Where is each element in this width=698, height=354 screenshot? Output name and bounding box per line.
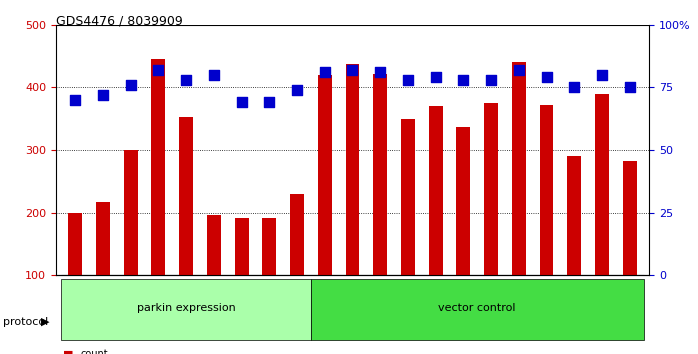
Point — [264, 99, 275, 105]
Bar — [623, 161, 637, 275]
Bar — [429, 106, 443, 275]
Text: vector control: vector control — [438, 303, 516, 313]
Point — [375, 69, 386, 75]
Point — [236, 99, 247, 105]
Bar — [96, 202, 110, 275]
Point — [513, 67, 524, 73]
Point — [458, 77, 469, 83]
FancyBboxPatch shape — [311, 279, 644, 340]
Bar — [512, 62, 526, 275]
Bar — [235, 218, 248, 275]
Point — [486, 77, 497, 83]
Point — [208, 72, 219, 78]
Bar — [595, 94, 609, 275]
Bar — [207, 215, 221, 275]
Bar — [567, 156, 581, 275]
Bar — [124, 150, 138, 275]
Bar — [179, 118, 193, 275]
Bar — [540, 105, 554, 275]
Text: parkin expression: parkin expression — [137, 303, 235, 313]
FancyBboxPatch shape — [61, 279, 311, 340]
Text: ▶: ▶ — [40, 317, 49, 327]
Text: ■: ■ — [63, 349, 73, 354]
Point — [319, 69, 330, 75]
Bar — [401, 119, 415, 275]
Point — [569, 85, 580, 90]
Point — [98, 92, 109, 98]
Point — [596, 72, 607, 78]
Point — [125, 82, 136, 88]
Point — [181, 77, 192, 83]
Bar — [68, 213, 82, 275]
Point — [402, 77, 413, 83]
Point — [624, 85, 635, 90]
Bar — [484, 103, 498, 275]
Bar — [318, 75, 332, 275]
Bar — [373, 74, 387, 275]
Bar — [290, 194, 304, 275]
Bar — [346, 64, 359, 275]
Bar — [262, 218, 276, 275]
Text: count: count — [80, 349, 108, 354]
Point — [430, 75, 441, 80]
Point — [70, 97, 81, 103]
Point — [292, 87, 303, 93]
Text: GDS4476 / 8039909: GDS4476 / 8039909 — [56, 14, 183, 27]
Point — [347, 67, 358, 73]
Bar — [151, 59, 165, 275]
Point — [541, 75, 552, 80]
Point — [153, 67, 164, 73]
Text: protocol: protocol — [3, 317, 49, 327]
Bar — [456, 127, 470, 275]
